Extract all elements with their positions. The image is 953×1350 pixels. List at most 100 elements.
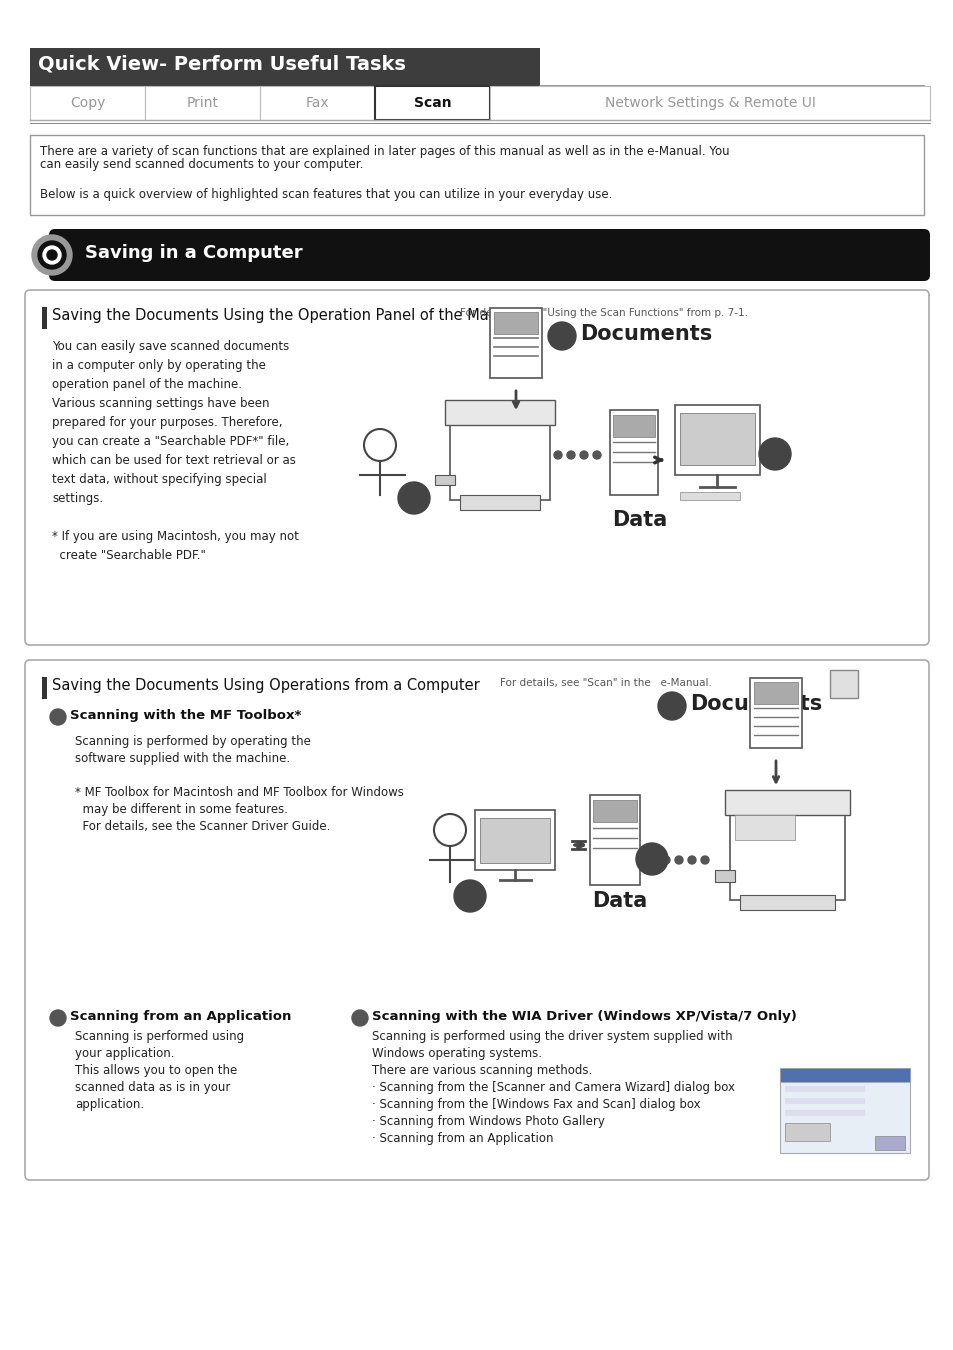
Circle shape (648, 856, 657, 864)
Text: There are various scanning methods.: There are various scanning methods. (372, 1064, 592, 1077)
Circle shape (32, 235, 71, 275)
Text: you can create a "Searchable PDF*" file,: you can create a "Searchable PDF*" file, (52, 435, 289, 448)
Bar (444, 400, 555, 425)
Circle shape (547, 323, 576, 350)
Bar (30, 86, 145, 120)
FancyBboxPatch shape (49, 230, 929, 281)
Text: Scanning with the MF Toolbox*: Scanning with the MF Toolbox* (70, 709, 301, 722)
Bar (675, 405, 760, 475)
Circle shape (50, 1010, 66, 1026)
Bar (475, 810, 555, 869)
Text: text data, without specifying special: text data, without specifying special (52, 472, 267, 486)
Text: 1: 1 (660, 697, 671, 711)
Text: Various scanning settings have been: Various scanning settings have been (52, 397, 269, 410)
Text: There are a variety of scan functions that are explained in later pages of this : There are a variety of scan functions th… (40, 144, 729, 158)
Text: in a computer only by operating the: in a computer only by operating the (52, 359, 266, 373)
Bar (740, 895, 834, 910)
Text: Windows operating systems.: Windows operating systems. (372, 1048, 541, 1060)
Circle shape (759, 437, 790, 470)
Circle shape (636, 842, 667, 875)
Text: Below is a quick overview of highlighted scan features that you can utilize in y: Below is a quick overview of highlighted… (40, 188, 612, 201)
Text: · Scanning from Windows Photo Gallery: · Scanning from Windows Photo Gallery (372, 1115, 604, 1129)
Text: Saving the Documents Using Operations from a Computer: Saving the Documents Using Operations fr… (52, 678, 479, 693)
Bar (459, 495, 539, 510)
Circle shape (38, 242, 66, 269)
Bar (609, 410, 658, 495)
Text: 3: 3 (764, 444, 775, 459)
Text: Saving the Documents Using the Operation Panel of the Machine: Saving the Documents Using the Operation… (52, 308, 528, 323)
Text: 2: 2 (403, 487, 414, 504)
Bar (613, 414, 655, 437)
Text: * MF Toolbox for Macintosh and MF Toolbox for Windows: * MF Toolbox for Macintosh and MF Toolbo… (75, 786, 403, 799)
Text: Saving in a Computer: Saving in a Computer (85, 244, 302, 262)
Text: Documents: Documents (579, 324, 712, 344)
FancyBboxPatch shape (25, 660, 928, 1180)
Text: Scan: Scan (414, 96, 451, 109)
Bar (753, 682, 797, 703)
Text: may be different in some features.: may be different in some features. (75, 803, 288, 815)
Circle shape (454, 880, 485, 913)
Bar (734, 815, 794, 840)
Bar (729, 810, 844, 900)
Bar (375, 86, 490, 120)
Bar (42, 676, 47, 699)
Text: Scanning is performed using the driver system supplied with: Scanning is performed using the driver s… (372, 1030, 732, 1044)
Circle shape (658, 693, 685, 720)
Text: For details, see "Using the Scan Functions" from p. 7-1.: For details, see "Using the Scan Functio… (459, 308, 747, 319)
Text: your application.: your application. (75, 1048, 174, 1060)
Bar (435, 475, 455, 485)
Text: Print: Print (186, 96, 218, 109)
Bar (749, 678, 801, 748)
Bar (42, 306, 47, 329)
Bar (724, 790, 849, 815)
Bar (490, 308, 541, 378)
Text: Fax: Fax (305, 96, 329, 109)
Bar (145, 86, 260, 120)
Text: Scanning with the WIA Driver (Windows XP/Vista/7 Only): Scanning with the WIA Driver (Windows XP… (372, 1010, 796, 1023)
Text: Scanning is performed by operating the: Scanning is performed by operating the (75, 734, 311, 748)
Text: Data: Data (612, 510, 666, 531)
Circle shape (661, 856, 669, 864)
Text: prepared for your purposes. Therefore,: prepared for your purposes. Therefore, (52, 416, 282, 429)
Text: You can easily save scanned documents: You can easily save scanned documents (52, 340, 289, 352)
Text: * If you are using Macintosh, you may not: * If you are using Macintosh, you may no… (52, 531, 298, 543)
Bar (589, 795, 639, 886)
FancyBboxPatch shape (25, 290, 928, 645)
Text: can easily send scanned documents to your computer.: can easily send scanned documents to you… (40, 158, 363, 171)
Circle shape (43, 246, 61, 265)
Text: For details, see the Scanner Driver Guide.: For details, see the Scanner Driver Guid… (75, 819, 330, 833)
Text: Copy: Copy (70, 96, 105, 109)
Circle shape (434, 814, 465, 846)
Text: Scanning from an Application: Scanning from an Application (70, 1010, 291, 1023)
Text: operation panel of the machine.: operation panel of the machine. (52, 378, 242, 392)
Text: · Scanning from an Application: · Scanning from an Application (372, 1133, 553, 1145)
Circle shape (47, 250, 57, 261)
Bar (874, 1135, 904, 1150)
Bar (490, 86, 929, 120)
Text: · Scanning from the [Scanner and Camera Wizard] dialog box: · Scanning from the [Scanner and Camera … (372, 1081, 734, 1094)
Bar (780, 1068, 909, 1081)
Bar (30, 135, 923, 215)
Text: scanned data as is in your: scanned data as is in your (75, 1081, 230, 1094)
Circle shape (593, 451, 600, 459)
Circle shape (554, 451, 561, 459)
Bar (784, 1098, 864, 1104)
Text: For details, see "Scan" in the   e-Manual.: For details, see "Scan" in the e-Manual. (499, 678, 711, 688)
Circle shape (364, 429, 395, 460)
Text: · Scanning from the [Windows Fax and Scan] dialog box: · Scanning from the [Windows Fax and Sca… (372, 1098, 700, 1111)
Bar (784, 1123, 829, 1141)
Text: This allows you to open the: This allows you to open the (75, 1064, 237, 1077)
Bar (450, 420, 550, 500)
Text: Quick View- Perform Useful Tasks: Quick View- Perform Useful Tasks (38, 54, 405, 73)
Text: which can be used for text retrieval or as: which can be used for text retrieval or … (52, 454, 295, 467)
Bar (780, 1068, 909, 1153)
Circle shape (687, 856, 696, 864)
Circle shape (675, 856, 682, 864)
Bar (260, 86, 375, 120)
Bar (494, 312, 537, 333)
Text: Documents: Documents (689, 694, 821, 714)
Circle shape (50, 709, 66, 725)
Circle shape (352, 1010, 368, 1026)
Bar (30, 49, 539, 86)
Circle shape (579, 451, 587, 459)
